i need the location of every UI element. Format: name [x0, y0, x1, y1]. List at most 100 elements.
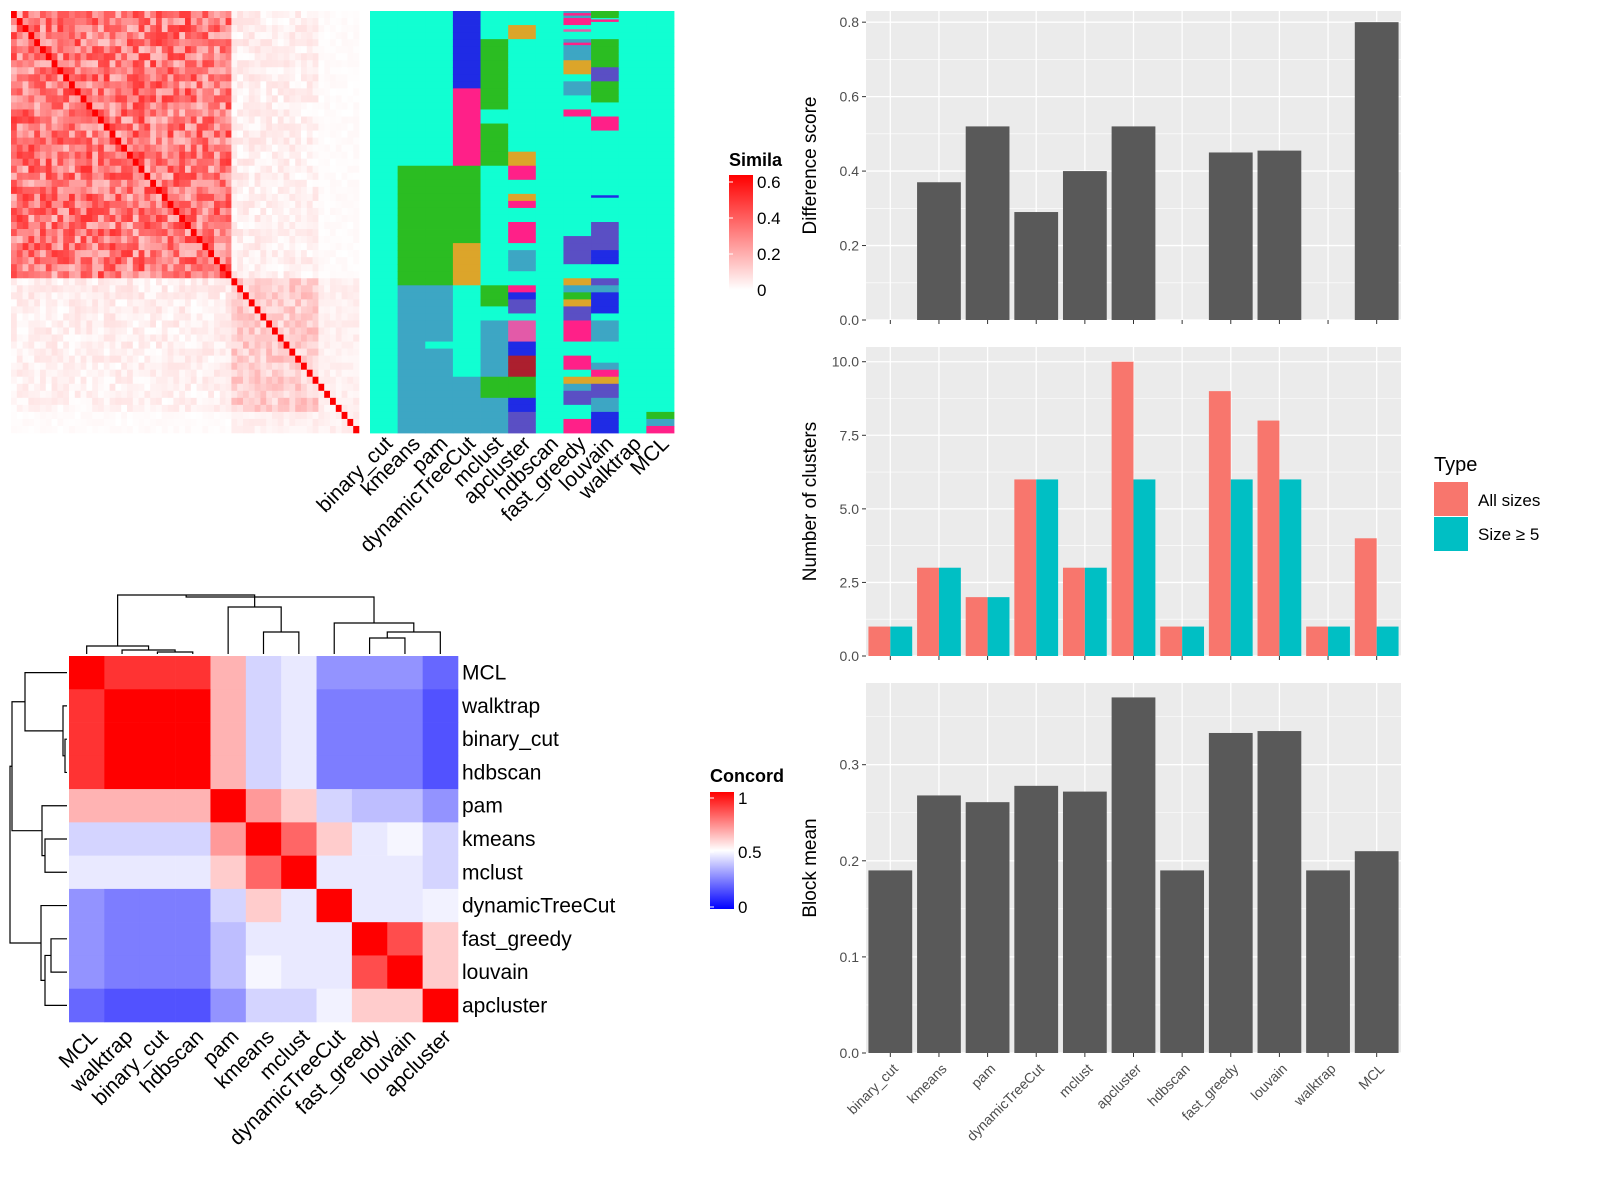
similarity-cell	[11, 327, 18, 335]
similarity-cell	[150, 193, 157, 202]
similarity-cell	[63, 229, 70, 237]
concordance-cell	[104, 689, 141, 723]
similarity-cell	[214, 200, 221, 209]
similarity-cell	[57, 411, 64, 420]
similarity-cell	[231, 292, 238, 300]
similarity-cell	[231, 229, 238, 237]
assignment-cell	[480, 116, 509, 124]
similarity-cell	[167, 425, 174, 434]
assignment-cell	[618, 32, 647, 40]
similarity-cell	[202, 39, 209, 47]
similarity-cell	[306, 257, 313, 265]
similarity-cell	[318, 243, 325, 251]
assignment-cell	[397, 313, 426, 321]
similarity-cell	[202, 102, 209, 110]
similarity-cell	[289, 32, 296, 40]
similarity-cell	[28, 53, 35, 61]
similarity-cell	[347, 313, 354, 321]
similarity-cell	[115, 257, 122, 265]
similarity-cell	[243, 369, 250, 378]
similarity-cell	[92, 390, 99, 399]
assignment-cell	[535, 348, 564, 357]
similarity-cell	[231, 418, 238, 427]
similarity-cell	[301, 222, 308, 230]
similarity-cell	[92, 376, 99, 385]
similarity-cell	[254, 313, 261, 321]
similarity-cell	[190, 341, 197, 349]
similarity-cell	[74, 151, 81, 159]
similarity-cell	[335, 271, 342, 279]
similarity-cell	[306, 278, 313, 286]
similarity-cell	[208, 362, 215, 370]
assignment-cell	[370, 95, 399, 103]
similarity-cell	[16, 144, 23, 152]
similarity-cell	[353, 130, 360, 138]
similarity-cell	[34, 88, 41, 96]
assignment-cell	[480, 158, 509, 167]
similarity-cell	[335, 229, 342, 237]
assignment-cell	[646, 88, 675, 96]
bar-hdbscan-all-sizes	[1160, 626, 1183, 656]
concordance-cell	[316, 955, 353, 990]
similarity-cell	[11, 53, 18, 61]
similarity-cell	[132, 397, 139, 406]
similarity-cell	[80, 355, 87, 363]
similarity-cell	[208, 11, 215, 19]
concordance-cell	[175, 888, 211, 923]
assignment-cell	[425, 411, 454, 420]
similarity-cell	[335, 130, 342, 138]
similarity-cell	[132, 369, 139, 378]
similarity-cell	[219, 397, 226, 406]
similarity-cell	[306, 418, 313, 427]
assignment-cell	[397, 369, 426, 378]
similarity-cell	[248, 116, 255, 124]
similarity-cell	[86, 376, 93, 385]
similarity-cell	[214, 376, 221, 385]
similarity-cell	[45, 285, 52, 293]
similarity-cell	[243, 250, 250, 258]
similarity-cell	[214, 39, 221, 47]
similarity-cell	[156, 74, 163, 82]
similarity-cell	[318, 362, 325, 370]
similarity-cell	[272, 404, 279, 413]
similarity-cell	[40, 327, 47, 335]
similarity-cell	[272, 383, 279, 392]
similarity-cell	[115, 144, 122, 152]
similarity-cell	[341, 11, 348, 19]
similarity-cell	[11, 362, 18, 370]
similarity-cell	[324, 67, 331, 75]
similarity-cell	[353, 313, 360, 321]
similarity-cell	[202, 334, 209, 342]
similarity-cell	[80, 116, 87, 124]
similarity-cell	[301, 32, 308, 40]
assignment-cell	[563, 313, 592, 321]
similarity-cell	[109, 46, 116, 54]
assignment-cell	[508, 116, 537, 124]
similarity-cell	[92, 32, 99, 40]
assignment-cell	[452, 306, 481, 314]
similarity-cell	[283, 60, 290, 68]
similarity-cell	[57, 102, 64, 110]
similarity-cell	[301, 418, 308, 427]
similarity-cell	[63, 123, 70, 131]
similarity-cell	[330, 158, 337, 167]
assignment-cell	[480, 285, 509, 293]
similarity-cell	[34, 355, 41, 363]
similarity-cell	[202, 355, 209, 363]
similarity-cell	[80, 81, 87, 89]
similarity-cell	[219, 306, 226, 314]
similarity-cell	[185, 411, 192, 420]
concordance-cell	[351, 789, 388, 823]
similarity-cell	[324, 179, 331, 188]
concordance-cell	[422, 656, 459, 690]
similarity-cell	[335, 102, 342, 110]
assignment-cell	[618, 102, 647, 110]
similarity-cell	[132, 74, 139, 82]
similarity-cell	[312, 334, 319, 342]
concordance-cell	[387, 922, 423, 956]
similarity-cell	[254, 348, 261, 356]
similarity-cell	[254, 151, 261, 159]
similarity-cell	[196, 397, 203, 406]
similarity-cell	[63, 18, 70, 26]
similarity-cell	[127, 313, 134, 321]
